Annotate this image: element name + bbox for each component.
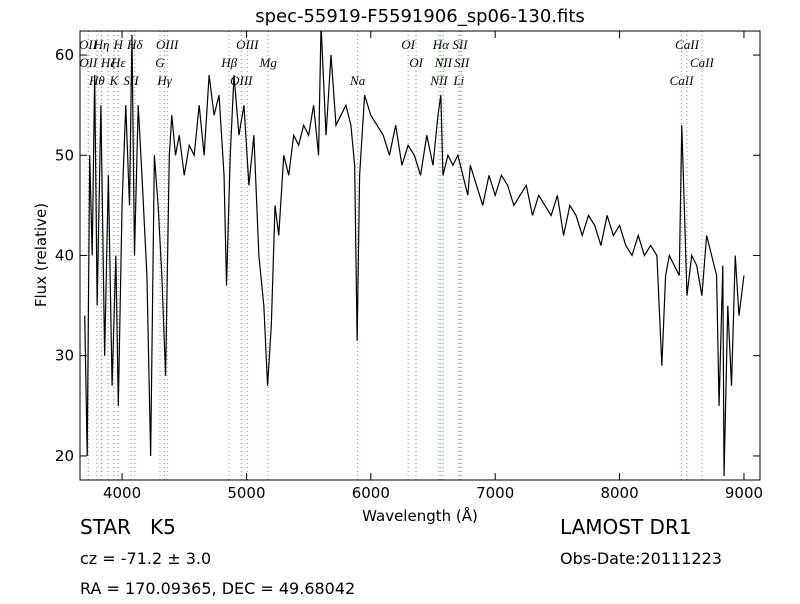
plot-area: OIIOIIHθHηHζKHHεSIIHδGHγOIIIHβOIIIOIIIMg…: [79, 31, 745, 480]
spectral-line-label: Hγ: [156, 73, 172, 88]
spectral-line-label: CaII: [690, 55, 715, 70]
chart-title: spec-55919-F5591906_sp06-130.fits: [255, 6, 585, 27]
x-tick-label: 9000: [725, 484, 763, 502]
x-axis-label: Wavelength (Å): [362, 506, 478, 525]
spectral-line-label: Hα: [432, 37, 450, 52]
spectral-line-label: Na: [349, 73, 366, 88]
spectral-line-label: SII: [454, 55, 470, 70]
spectral-line-label: Hδ: [126, 37, 143, 52]
y-axis-label: Flux (relative): [32, 203, 50, 307]
y-tick-label: 40: [55, 247, 74, 265]
spectral-line-label: Mg: [259, 55, 278, 70]
spectral-line-label: OI: [401, 37, 415, 52]
coordinates: RA = 170.09365, DEC = 49.68042: [80, 579, 355, 598]
x-tick-label: 5000: [227, 484, 265, 502]
spectral-line-label: CaII: [675, 37, 700, 52]
spectral-line-label: OII: [79, 37, 98, 52]
x-tick-label: 7000: [476, 484, 514, 502]
spectral-line-label: OIII: [236, 37, 259, 52]
spectral-line-label: Li: [452, 73, 464, 88]
redshift: cz = -71.2 ± 3.0: [80, 549, 211, 568]
y-tick-label: 60: [55, 46, 74, 64]
spectral-line-label: NII: [429, 73, 448, 88]
y-tick-label: 20: [55, 447, 74, 465]
spectral-line-label: SII: [452, 37, 468, 52]
y-tick-label: 50: [55, 146, 74, 164]
spectral-line-label: G: [155, 55, 165, 70]
x-tick-label: 4000: [103, 484, 141, 502]
spectral-line-label: OIII: [156, 37, 179, 52]
spectral-line-label: OII: [79, 55, 98, 70]
spectral-line-label: Hε: [110, 55, 126, 70]
spectral-line-label: OI: [409, 55, 423, 70]
y-tick-label: 30: [55, 347, 74, 365]
x-tick-label: 8000: [600, 484, 638, 502]
spectral-line-label: NII: [434, 55, 453, 70]
spectral-line-label: H: [112, 37, 123, 52]
x-tick-label: 6000: [352, 484, 390, 502]
spectrum-line: [84, 31, 745, 477]
spectral-line-label: K: [108, 73, 119, 88]
object-class: STAR K5: [80, 515, 176, 539]
spectral-line-label: Hθ: [88, 73, 105, 88]
obs-date: Obs-Date:20111223: [560, 549, 722, 568]
spectral-line-label: Hζ: [100, 55, 116, 70]
spectral-line-label: CaII: [670, 73, 695, 88]
spectral-line-label: OIII: [230, 73, 253, 88]
spectral-line-label: Hη: [93, 37, 110, 52]
spectral-line-label: Hβ: [220, 55, 237, 70]
survey: LAMOST DR1: [560, 515, 692, 539]
